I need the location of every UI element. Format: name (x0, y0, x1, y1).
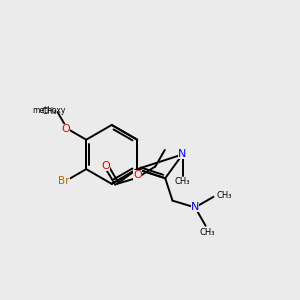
Text: CH₃: CH₃ (200, 228, 215, 237)
Text: methoxy: methoxy (33, 106, 66, 115)
Text: CH₃: CH₃ (42, 107, 57, 116)
Text: O: O (102, 161, 110, 171)
Text: CH₃: CH₃ (216, 191, 232, 200)
Text: N: N (178, 149, 187, 159)
Text: O: O (61, 124, 70, 134)
Text: N: N (191, 202, 199, 212)
Text: O: O (133, 170, 142, 180)
Text: Br: Br (58, 176, 70, 186)
Text: CH₃: CH₃ (175, 177, 190, 186)
